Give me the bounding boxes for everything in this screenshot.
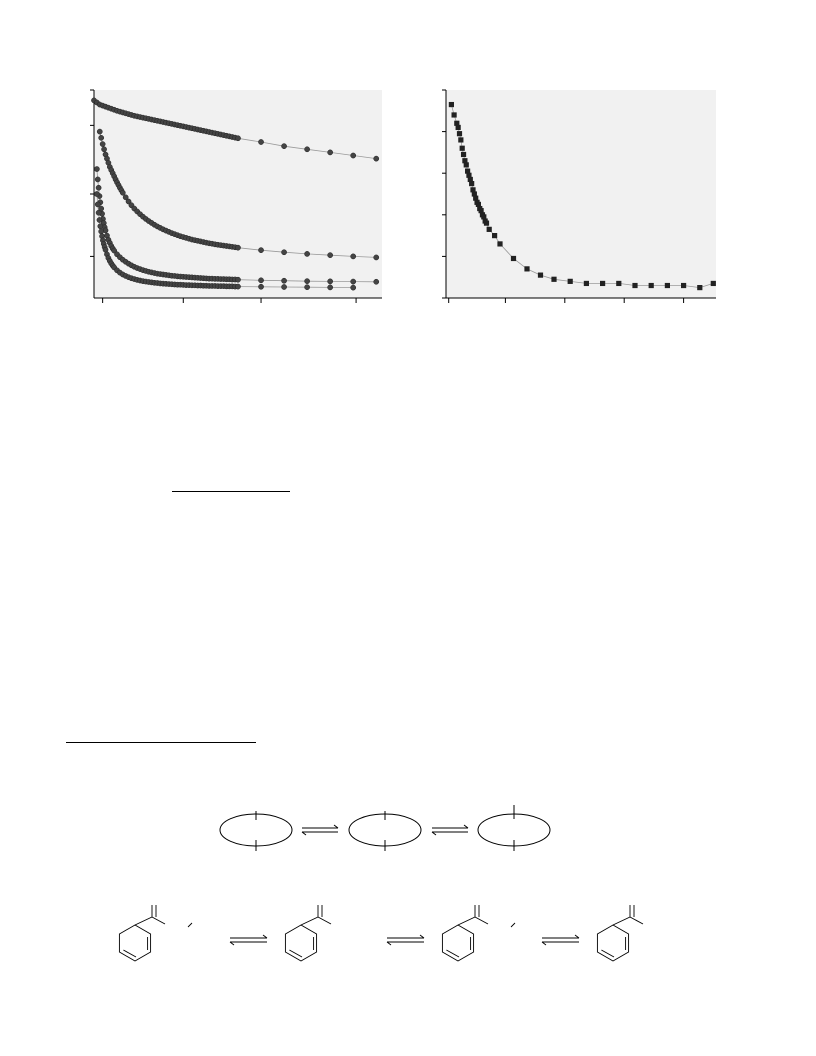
- data-point: [327, 278, 334, 285]
- data-point: [451, 112, 457, 118]
- data-point: [281, 277, 287, 284]
- data-point: [600, 280, 606, 287]
- data-point: [710, 280, 716, 287]
- plot-background: [94, 90, 382, 298]
- data-point: [95, 209, 102, 216]
- molecule-4-ring: [596, 924, 630, 962]
- data-point: [471, 191, 477, 197]
- data-point: [281, 284, 287, 290]
- data-point: [475, 201, 481, 207]
- data-point: [350, 253, 357, 260]
- data-point: [94, 191, 100, 197]
- data-point: [524, 266, 530, 272]
- data-point: [648, 282, 654, 289]
- data-point: [681, 282, 687, 289]
- data-point: [697, 285, 703, 291]
- data-point: [462, 158, 468, 164]
- data-point: [350, 284, 357, 291]
- data-point: [235, 244, 241, 251]
- data-point: [235, 135, 241, 142]
- data-point: [454, 120, 460, 126]
- data-point: [327, 284, 334, 291]
- data-point: [98, 134, 105, 141]
- data-point: [486, 226, 492, 232]
- data-point: [583, 280, 589, 287]
- data-point: [281, 143, 287, 150]
- data-point: [304, 284, 310, 291]
- molecule-2-ring: [284, 924, 318, 962]
- data-point: [469, 181, 475, 187]
- data-point: [551, 276, 557, 282]
- ellipse-equilibrium-scheme: [219, 805, 551, 851]
- data-point: [258, 283, 264, 290]
- data-point: [98, 228, 105, 235]
- data-point: [96, 217, 103, 223]
- data-point: [96, 128, 103, 135]
- data-point: [373, 278, 380, 285]
- data-point: [94, 166, 100, 172]
- plot-background: [446, 90, 716, 298]
- equilibrium-arrow-1: [301, 824, 339, 836]
- data-point: [455, 124, 461, 131]
- data-point: [258, 277, 264, 284]
- data-point: [258, 139, 264, 145]
- data-point: [537, 272, 544, 278]
- molecule-1-ring: [118, 924, 152, 962]
- data-point: [281, 249, 287, 256]
- data-point: [125, 198, 132, 205]
- data-point: [350, 278, 357, 285]
- equilibrium-arrow-3: [229, 934, 268, 946]
- data-point: [463, 162, 469, 168]
- data-point: [466, 172, 472, 178]
- data-point: [467, 176, 473, 183]
- data-point: [94, 176, 101, 183]
- data-point: [456, 131, 463, 137]
- data-point: [373, 155, 380, 162]
- data-point: [492, 233, 498, 239]
- data-point: [632, 282, 638, 289]
- data-point: [101, 146, 107, 153]
- data-point: [373, 254, 380, 261]
- chemical-structure-scheme: [118, 905, 644, 962]
- data-point: [448, 101, 454, 108]
- data-point: [459, 145, 465, 151]
- data-point: [111, 247, 118, 254]
- data-point: [119, 189, 126, 196]
- data-point: [460, 151, 467, 158]
- data-point: [483, 220, 490, 226]
- right-chart: [442, 89, 716, 303]
- data-point: [99, 141, 106, 147]
- data-point: [235, 283, 241, 290]
- data-point: [481, 214, 487, 220]
- fraction-rule: [172, 491, 290, 492]
- data-point: [122, 194, 129, 201]
- data-point: [304, 146, 310, 153]
- data-point: [350, 152, 357, 159]
- data-point: [235, 276, 241, 283]
- data-point: [664, 282, 670, 289]
- equilibrium-arrow-4: [386, 934, 425, 946]
- data-point: [94, 201, 101, 208]
- data-point: [465, 168, 471, 174]
- data-point: [95, 184, 102, 191]
- data-point: [616, 280, 622, 287]
- data-point: [510, 255, 517, 262]
- data-point: [473, 195, 479, 201]
- left-chart: [90, 89, 382, 303]
- data-point: [470, 187, 476, 193]
- data-point: [327, 252, 334, 259]
- data-point: [478, 208, 484, 214]
- data-point: [304, 278, 310, 285]
- data-point: [567, 278, 573, 284]
- data-point: [97, 223, 104, 230]
- molecule-3-ring: [441, 924, 475, 962]
- equilibrium-arrow-2: [431, 824, 469, 836]
- equilibrium-arrow-5: [541, 934, 580, 946]
- data-point: [497, 241, 503, 247]
- data-point: [258, 247, 264, 254]
- data-point: [304, 251, 310, 257]
- data-point: [327, 149, 334, 156]
- footnote-rule: [66, 742, 256, 743]
- data-point: [458, 137, 464, 143]
